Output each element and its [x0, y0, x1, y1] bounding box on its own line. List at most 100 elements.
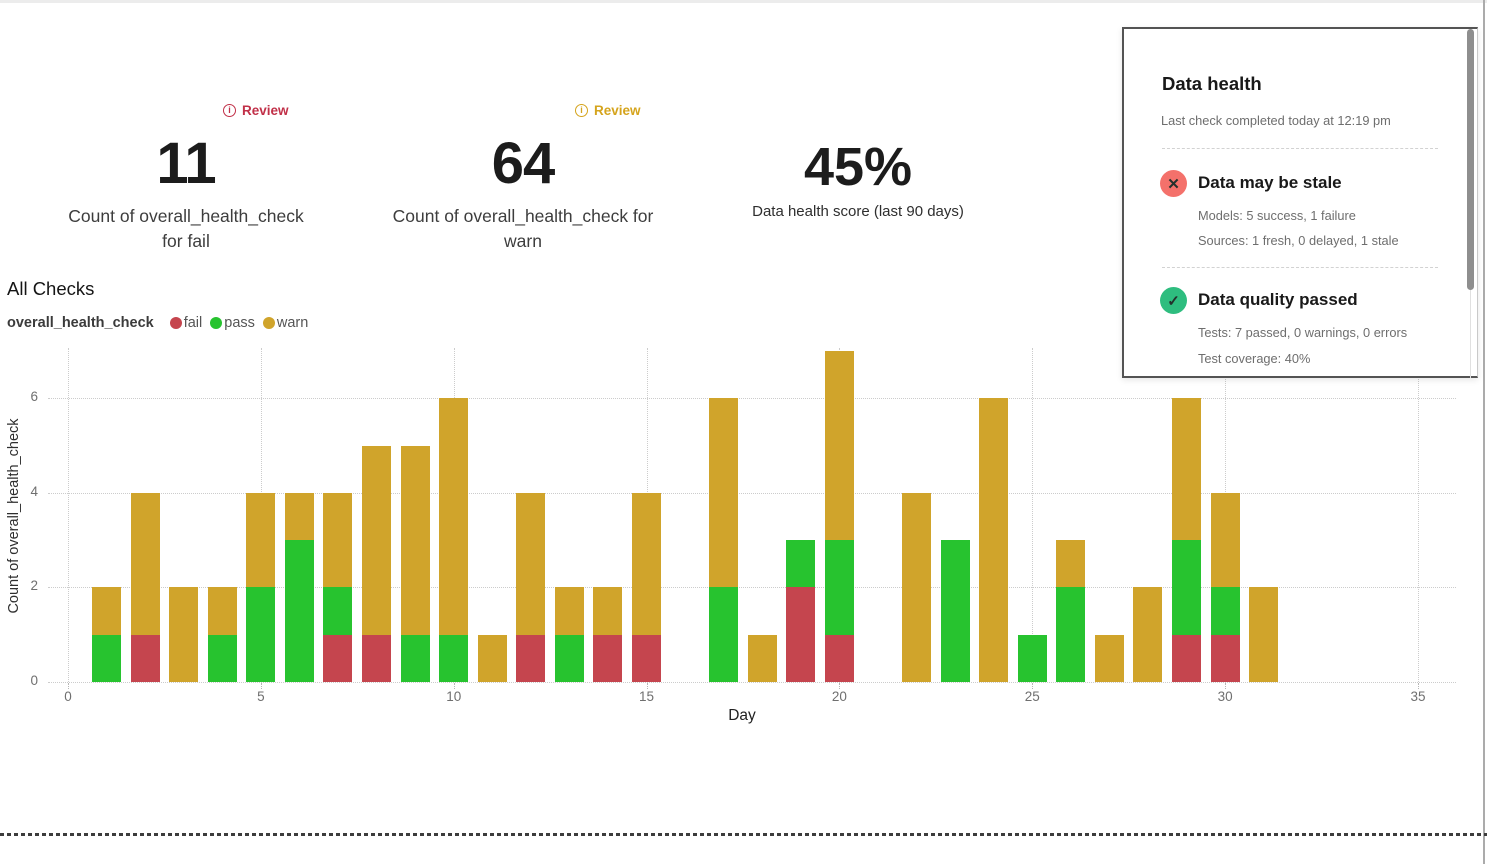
bar-segment-warn[interactable]	[554, 587, 584, 635]
bar-segment-warn[interactable]	[1172, 398, 1202, 541]
kpi-health-score-label: Data health score (last 90 days)	[752, 203, 964, 220]
data-health-panel: Data health Last check completed today a…	[1122, 27, 1478, 378]
info-icon: i	[223, 103, 236, 117]
bar-segment-pass[interactable]	[554, 634, 584, 682]
review-badge-label: Review	[242, 102, 289, 118]
bar-segment-pass[interactable]	[824, 540, 854, 635]
kpi-fail-value: 11	[156, 131, 216, 196]
bar-segment-fail[interactable]	[632, 634, 662, 682]
check-circle-icon: ✓	[1160, 287, 1187, 314]
kpi-warn-review-badge[interactable]: i Review	[575, 102, 641, 118]
bar-segment-warn[interactable]	[400, 445, 430, 635]
bar-segment-warn[interactable]	[1056, 540, 1086, 588]
bar-segment-warn[interactable]	[246, 492, 276, 588]
x-tickmark	[68, 683, 69, 689]
bar-segment-warn[interactable]	[1094, 634, 1124, 682]
bar-segment-pass[interactable]	[92, 634, 122, 682]
bar-segment-warn[interactable]	[284, 492, 314, 541]
bar-segment-fail[interactable]	[824, 634, 854, 682]
bar-segment-warn[interactable]	[632, 492, 662, 635]
bar-segment-warn[interactable]	[902, 492, 932, 682]
bar-segment-pass[interactable]	[246, 587, 276, 682]
bar-segment-fail[interactable]	[786, 587, 816, 682]
x-tickmark	[1032, 683, 1034, 689]
x-tick-label: 0	[64, 689, 72, 704]
h-gridline	[48, 398, 1456, 400]
quality-section-title: Data quality passed	[1198, 290, 1358, 309]
bar-segment-pass[interactable]	[439, 634, 469, 682]
bar-segment-warn[interactable]	[169, 587, 199, 682]
bar-segment-warn[interactable]	[747, 634, 777, 682]
bar-segment-pass[interactable]	[1056, 587, 1086, 682]
bar-segment-warn[interactable]	[439, 398, 469, 635]
bar-segment-warn[interactable]	[979, 398, 1009, 682]
x-circle-icon: ✕	[1160, 170, 1187, 197]
bar-segment-warn[interactable]	[1249, 587, 1279, 682]
bar-segment-fail[interactable]	[1172, 634, 1202, 682]
kpi-fail-review-badge[interactable]: i Review	[223, 102, 289, 118]
y-tick-label: 4	[30, 483, 38, 499]
pass-dot-icon	[210, 317, 223, 329]
bar-segment-warn[interactable]	[92, 587, 122, 635]
bar-segment-fail[interactable]	[1210, 634, 1240, 682]
legend-item-label: pass	[224, 315, 255, 331]
top-border-strip	[0, 0, 1487, 3]
bar-segment-warn[interactable]	[1210, 492, 1240, 588]
x-tickmark	[646, 683, 648, 689]
bar-segment-fail[interactable]	[130, 634, 160, 682]
bar-segment-warn[interactable]	[362, 445, 392, 635]
x-tickmark	[839, 683, 841, 689]
kpi-warn-value: 64	[491, 131, 556, 196]
legend-item-fail[interactable]: fail	[169, 315, 202, 331]
info-icon: i	[575, 103, 588, 117]
bar-segment-warn[interactable]	[593, 587, 623, 635]
bar-segment-warn[interactable]	[323, 492, 353, 588]
bar-segment-fail[interactable]	[516, 634, 546, 682]
bar-segment-warn[interactable]	[824, 350, 854, 541]
bar-segment-pass[interactable]	[1172, 540, 1202, 635]
divider	[1162, 267, 1438, 268]
y-tick-label: 2	[30, 578, 38, 594]
bar-segment-warn[interactable]	[709, 398, 739, 588]
bar-segment-fail[interactable]	[323, 634, 353, 682]
y-tick-label: 0	[30, 673, 38, 688]
panel-last-check-text: Last check completed today at 12:19 pm	[1161, 113, 1391, 128]
bar-segment-warn[interactable]	[1133, 587, 1163, 682]
bar-segment-pass[interactable]	[400, 634, 430, 682]
x-tick-label: 30	[1217, 689, 1233, 704]
y-tick-label: 6	[30, 389, 38, 405]
bar-segment-fail[interactable]	[362, 634, 392, 682]
sources-status-line: Sources: 1 fresh, 0 delayed, 1 stale	[1198, 233, 1399, 248]
legend-series-name: overall_health_check	[7, 315, 154, 331]
panel-title: Data health	[1162, 73, 1262, 94]
bar-segment-pass[interactable]	[940, 540, 970, 682]
bar-segment-warn[interactable]	[207, 587, 237, 635]
kpi-warn-label: Count of overall_health_check for warn	[392, 206, 654, 251]
panel-scrollbar-thumb[interactable]	[1467, 29, 1474, 290]
stale-section-title: Data may be stale	[1198, 173, 1342, 192]
x-tickmark	[453, 683, 455, 689]
bar-segment-pass[interactable]	[1210, 587, 1240, 635]
bar-segment-pass[interactable]	[207, 634, 237, 682]
x-tickmark	[1417, 683, 1419, 689]
bar-segment-warn[interactable]	[130, 492, 160, 635]
legend-item-warn[interactable]: warn	[262, 315, 309, 331]
bottom-drag-divider[interactable]	[0, 833, 1487, 836]
tests-status-line: Tests: 7 passed, 0 warnings, 0 errors	[1198, 325, 1408, 340]
bar-segment-fail[interactable]	[593, 634, 623, 682]
bar-segment-pass[interactable]	[1017, 634, 1047, 682]
bar-segment-warn[interactable]	[477, 634, 507, 682]
bar-segment-pass[interactable]	[323, 587, 353, 635]
v-gridline	[1417, 348, 1419, 682]
legend-item-pass[interactable]: pass	[210, 315, 255, 331]
bar-segment-warn[interactable]	[516, 492, 546, 635]
bar-segment-pass[interactable]	[709, 587, 739, 682]
all-checks-heading: All Checks	[7, 278, 95, 299]
x-tick-label: 20	[831, 689, 847, 704]
bar-segment-pass[interactable]	[786, 540, 816, 588]
x-tickmark	[1225, 683, 1227, 689]
legend-item-label: warn	[276, 315, 309, 331]
bar-segment-pass[interactable]	[284, 540, 314, 682]
x-tick-label: 15	[639, 689, 655, 704]
x-tickmark	[260, 683, 262, 689]
